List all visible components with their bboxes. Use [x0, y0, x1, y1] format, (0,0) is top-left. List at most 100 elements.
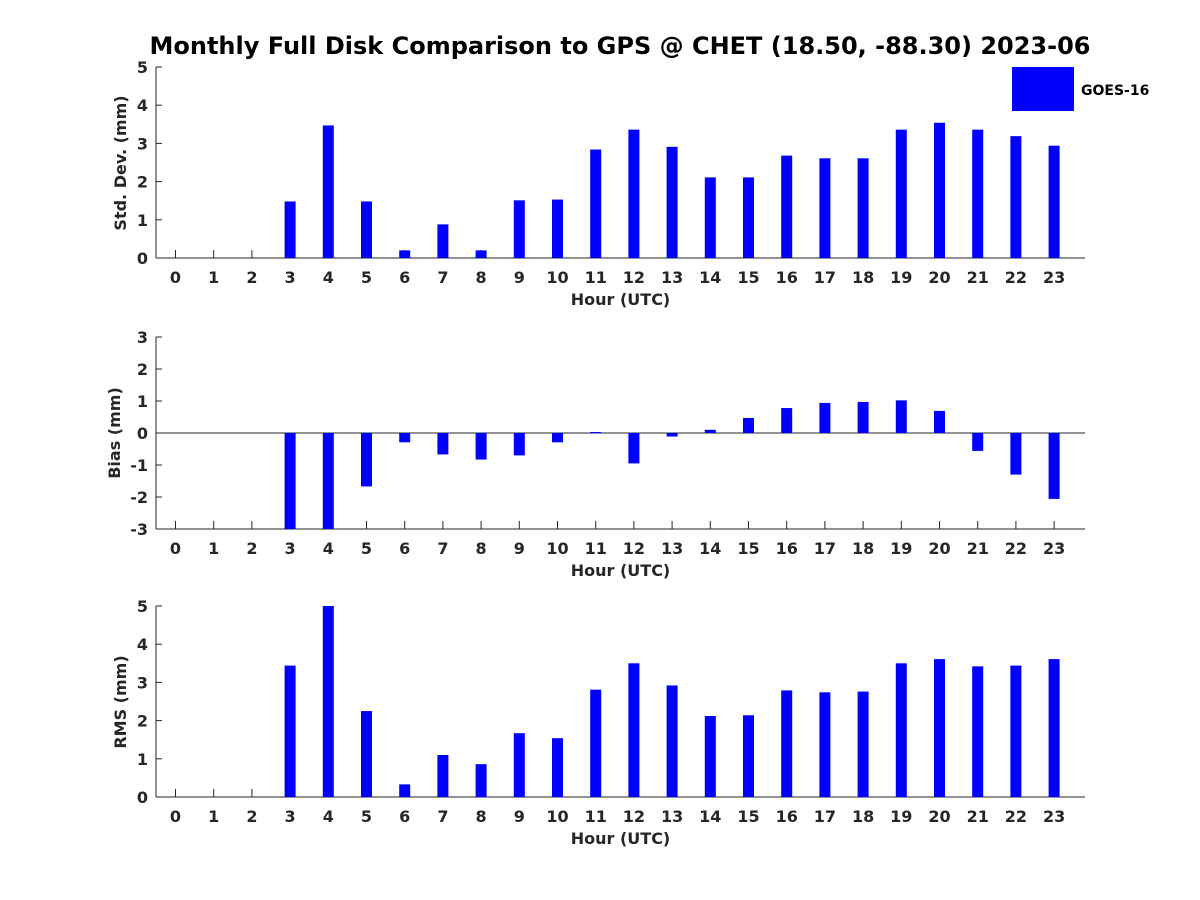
std-dev-x-tick-label: 15: [737, 268, 759, 287]
std-dev-x-tick-label: 18: [852, 268, 874, 287]
bias-bar: [781, 408, 793, 433]
std-dev-x-tick-label: 8: [476, 268, 487, 287]
bias-bar: [475, 433, 487, 460]
std-dev-bar: [819, 158, 831, 258]
bias-bar: [361, 433, 372, 487]
std-dev-x-tick-label: 22: [1005, 268, 1027, 287]
bias-x-tick-label: 8: [476, 539, 487, 558]
bias-y-tick-label: -3: [130, 520, 148, 539]
std-dev-x-tick-label: 23: [1043, 268, 1065, 287]
bias-bar: [399, 433, 411, 443]
std-dev-x-axis-label: Hour (UTC): [571, 290, 671, 309]
rms-x-tick-label: 4: [323, 807, 334, 826]
bias-x-tick-label: 1: [208, 539, 219, 558]
bias-bar: [934, 410, 945, 433]
std-dev-x-tick-label: 16: [776, 268, 798, 287]
rms-bar: [284, 665, 296, 797]
std-dev-x-tick-label: 5: [361, 268, 372, 287]
rms-bar: [666, 685, 678, 797]
rms-bar: [781, 690, 793, 797]
std-dev-bar: [513, 200, 525, 258]
bias-x-tick-label: 19: [890, 539, 912, 558]
bias-x-tick-label: 22: [1005, 539, 1027, 558]
rms-bar: [322, 606, 334, 797]
std-dev-y-tick-label: 2: [137, 173, 148, 192]
bias-x-tick-label: 21: [967, 539, 989, 558]
legend-swatch: [1012, 67, 1074, 111]
bias-bar: [590, 432, 602, 434]
rms-bar: [628, 663, 640, 797]
legend-label: GOES-16: [1081, 83, 1149, 99]
bias-x-tick-label: 15: [737, 539, 759, 558]
rms-x-axis-label: Hour (UTC): [571, 829, 671, 848]
rms-bar: [895, 663, 907, 797]
bias-bar: [895, 400, 907, 433]
rms-bar: [972, 666, 984, 797]
bias-bar: [857, 401, 869, 433]
rms-x-tick-label: 2: [246, 807, 257, 826]
rms-x-tick-label: 22: [1005, 807, 1027, 826]
std-dev-x-tick-label: 1: [208, 268, 219, 287]
rms-x-tick-label: 3: [285, 807, 296, 826]
bias-bar: [628, 433, 640, 464]
rms-y-tick-label: 1: [137, 750, 148, 769]
rms-bar: [1048, 659, 1060, 797]
bias-bar: [1048, 433, 1060, 499]
bias-x-tick-label: 0: [170, 539, 181, 558]
bias-x-tick-label: 14: [699, 539, 721, 558]
rms-y-tick-label: 0: [137, 788, 148, 807]
rms-y-axis-label: RMS (mm): [111, 655, 130, 748]
bias-bar: [437, 433, 449, 455]
std-dev-bar: [399, 250, 411, 258]
std-dev-x-tick-label: 11: [585, 268, 607, 287]
bias-x-tick-label: 11: [585, 539, 607, 558]
std-dev-bar: [1010, 136, 1022, 258]
bias-x-tick-label: 23: [1043, 539, 1065, 558]
rms-bar: [513, 733, 525, 797]
std-dev-x-tick-label: 0: [170, 268, 181, 287]
bias-bar: [284, 433, 296, 529]
rms-x-tick-label: 10: [546, 807, 568, 826]
bias-y-tick-label: 3: [137, 328, 148, 347]
std-dev-y-tick-label: 0: [137, 249, 148, 268]
rms-bar: [934, 659, 945, 797]
std-dev-bar: [437, 224, 449, 258]
bias-x-tick-label: 2: [246, 539, 257, 558]
bias-x-tick-label: 13: [661, 539, 683, 558]
bias-x-tick-label: 6: [399, 539, 410, 558]
std-dev-x-tick-label: 13: [661, 268, 683, 287]
std-dev-bar: [628, 129, 640, 258]
bias-x-tick-label: 10: [546, 539, 568, 558]
rms-y-tick-label: 4: [137, 635, 148, 654]
std-dev-bar: [972, 129, 984, 258]
std-dev-y-tick-label: 1: [137, 211, 148, 230]
std-dev-bar: [1048, 145, 1060, 258]
rms-x-tick-label: 12: [623, 807, 645, 826]
std-dev-x-tick-label: 2: [246, 268, 257, 287]
bias-bar: [322, 433, 334, 529]
rms-bar: [552, 738, 563, 797]
bias-bar: [819, 402, 831, 433]
bias-y-tick-label: 2: [137, 360, 148, 379]
rms-x-tick-label: 0: [170, 807, 181, 826]
bias-bar: [743, 417, 754, 433]
std-dev-x-tick-label: 20: [928, 268, 950, 287]
rms-bar: [819, 692, 831, 797]
rms-x-tick-label: 5: [361, 807, 372, 826]
rms-x-tick-label: 9: [514, 807, 525, 826]
rms-bar: [1010, 665, 1022, 797]
bias-x-tick-label: 18: [852, 539, 874, 558]
rms-bar: [437, 754, 449, 797]
std-dev-y-axis-label: Std. Dev. (mm): [111, 95, 130, 230]
std-dev-y-tick-label: 4: [137, 96, 148, 115]
std-dev-bar: [781, 155, 793, 258]
rms-x-tick-label: 8: [476, 807, 487, 826]
rms-x-tick-label: 19: [890, 807, 912, 826]
bias-y-axis-label: Bias (mm): [105, 387, 124, 479]
bias-bar: [1010, 433, 1022, 475]
std-dev-x-tick-label: 14: [699, 268, 721, 287]
bias-x-tick-label: 17: [814, 539, 836, 558]
rms-bar: [399, 784, 411, 797]
